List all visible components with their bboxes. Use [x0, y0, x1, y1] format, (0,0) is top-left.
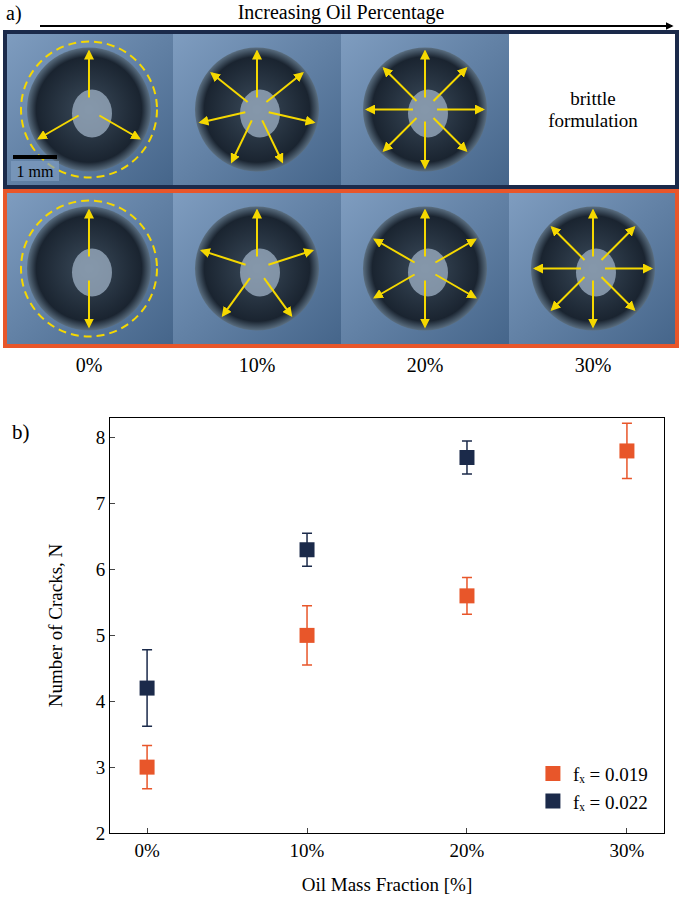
svg-text:b): b)	[12, 420, 30, 444]
svg-text:7: 7	[96, 493, 106, 514]
svg-text:5: 5	[96, 625, 106, 646]
svg-text:fₓ = 0.022: fₓ = 0.022	[573, 792, 648, 813]
svg-text:30%: 30%	[610, 840, 645, 861]
svg-text:Oil Mass Fraction [%]: Oil Mass Fraction [%]	[302, 874, 472, 895]
svg-text:20%: 20%	[450, 840, 485, 861]
svg-text:Increasing Oil Percentage: Increasing Oil Percentage	[238, 1, 445, 24]
svg-text:2: 2	[96, 823, 106, 844]
svg-text:a): a)	[6, 2, 22, 25]
svg-text:fₓ = 0.019: fₓ = 0.019	[573, 764, 648, 785]
svg-text:formulation: formulation	[548, 110, 638, 131]
svg-text:6: 6	[96, 559, 106, 580]
svg-text:Number of Cracks, N: Number of Cracks, N	[45, 543, 66, 707]
svg-text:8: 8	[96, 427, 106, 448]
svg-text:10%: 10%	[239, 354, 276, 376]
svg-text:0%: 0%	[76, 354, 103, 376]
svg-text:3: 3	[96, 757, 106, 778]
svg-text:10%: 10%	[290, 840, 325, 861]
svg-text:1 mm: 1 mm	[17, 163, 54, 180]
svg-text:0%: 0%	[134, 840, 160, 861]
svg-text:4: 4	[96, 691, 106, 712]
svg-text:brittle: brittle	[570, 88, 615, 109]
svg-text:30%: 30%	[575, 354, 612, 376]
svg-text:20%: 20%	[407, 354, 444, 376]
